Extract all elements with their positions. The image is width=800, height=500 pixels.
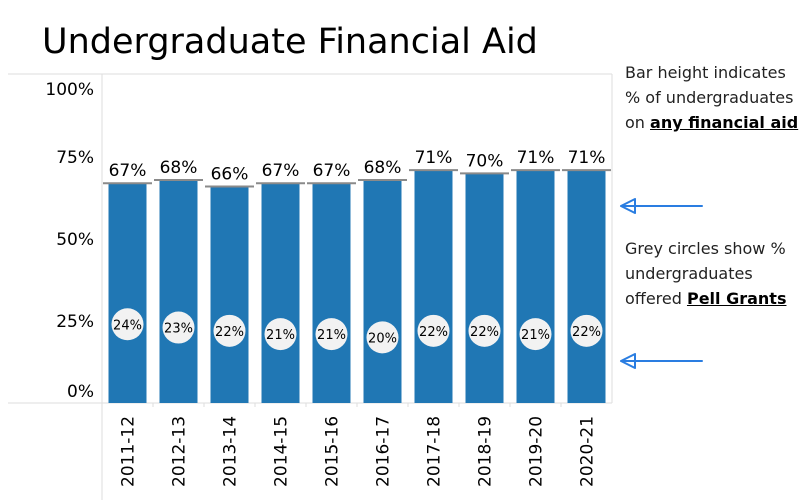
y-tick-label: 25%	[56, 312, 94, 332]
x-tick-label: 2011-12	[119, 416, 139, 487]
bar-note-emphasis: any financial aid	[650, 113, 799, 132]
bar	[261, 183, 300, 403]
circle-note-text: Grey circles show % undergraduates offer…	[625, 239, 786, 308]
x-tick-label: 2019-20	[527, 416, 547, 487]
pell-value-label: 20%	[368, 331, 397, 346]
pell-circle	[264, 318, 297, 351]
x-tick-label: 2016-17	[374, 416, 394, 487]
pell-circle	[162, 311, 195, 344]
bar-value-label: 68%	[364, 158, 402, 178]
pell-value-label: 24%	[113, 318, 142, 333]
bar-height-note: Bar height indicates % of undergraduates…	[625, 60, 800, 135]
bar-value-label: 70%	[466, 151, 504, 171]
pell-circle	[570, 314, 603, 347]
y-tick-label: 50%	[56, 230, 94, 250]
x-tick-label: 2018-19	[476, 416, 496, 487]
bar-note-text: Bar height indicates % of undergraduates…	[625, 63, 794, 132]
pell-circle	[468, 314, 501, 347]
pell-value-label: 21%	[521, 328, 550, 343]
bar-value-label: 67%	[313, 161, 351, 181]
pell-value-label: 21%	[266, 328, 295, 343]
x-tick-label: 2014-15	[272, 416, 292, 487]
pell-circle	[417, 314, 450, 347]
bar-value-label: 67%	[262, 161, 300, 181]
pell-value-label: 22%	[215, 325, 244, 340]
bar	[465, 173, 504, 403]
bar-value-label: 67%	[109, 161, 147, 181]
bar	[363, 179, 402, 403]
chart-title: Undergraduate Financial Aid	[42, 22, 538, 62]
x-tick-label: 2013-14	[221, 416, 241, 487]
bar	[159, 179, 198, 403]
pell-value-label: 22%	[419, 325, 448, 340]
pell-value-label: 22%	[572, 325, 601, 340]
circle-note: Grey circles show % undergraduates offer…	[625, 236, 800, 311]
circle-note-emphasis: Pell Grants	[686, 289, 787, 308]
y-tick-label: 0%	[67, 382, 94, 402]
bar-value-label: 68%	[160, 158, 198, 178]
bar-value-label: 71%	[415, 148, 453, 168]
pell-value-label: 23%	[164, 322, 193, 337]
arrow-left-icon	[620, 198, 703, 214]
bar-value-label: 71%	[568, 148, 606, 168]
bar	[312, 183, 351, 403]
x-tick-label: 2017-18	[425, 416, 445, 487]
pell-value-label: 22%	[470, 325, 499, 340]
x-tick-label: 2020-21	[578, 416, 598, 487]
bar	[516, 170, 555, 403]
bar	[210, 186, 249, 403]
bar	[414, 170, 453, 403]
bar-value-label: 66%	[211, 165, 249, 185]
pell-circle	[315, 318, 348, 351]
pell-circle	[111, 308, 144, 341]
x-tick-label: 2012-13	[170, 416, 190, 487]
x-tick-label: 2015-16	[323, 416, 343, 487]
arrow-left-icon	[620, 353, 703, 369]
bar-value-label: 71%	[517, 148, 555, 168]
y-tick-label: 75%	[56, 148, 94, 168]
pell-value-label: 21%	[317, 328, 346, 343]
bar	[108, 183, 147, 403]
pell-circle	[519, 318, 552, 351]
pell-circle	[366, 321, 399, 354]
pell-circle	[213, 314, 246, 347]
y-tick-label: 100%	[45, 80, 94, 100]
bar	[567, 170, 606, 403]
